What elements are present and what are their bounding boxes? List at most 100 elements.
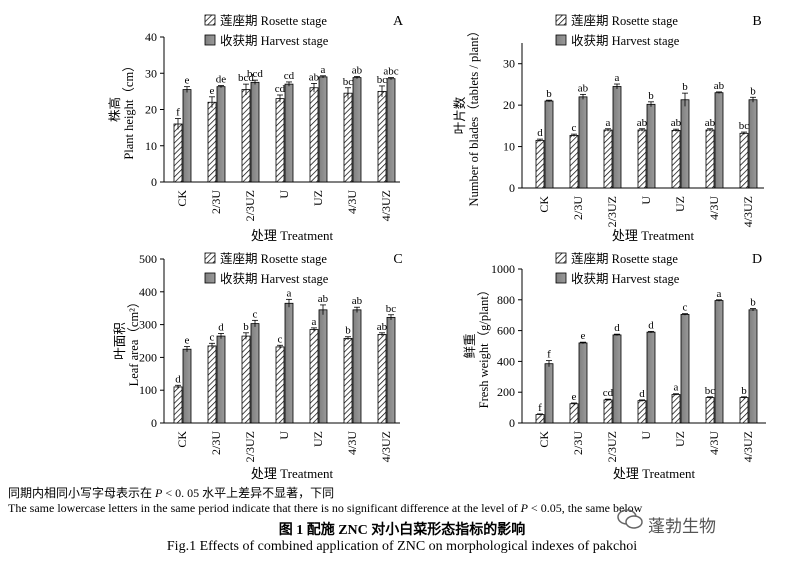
y-axis-title-en: Number of blades（tablets / plant） <box>467 25 481 207</box>
significance-letter: c <box>210 331 215 343</box>
significance-letter: ab <box>352 295 363 307</box>
y-axis-title-cn: 叶片数 <box>452 96 467 134</box>
bar-rosette <box>241 335 251 424</box>
x-tick-label: 4/3UZ <box>379 431 393 462</box>
y-tick-label: 0 <box>151 175 157 189</box>
bar-rosette <box>569 134 579 189</box>
bar-rosette <box>173 386 183 424</box>
x-tick-label: 2/3U <box>209 431 223 455</box>
significance-letter: abc <box>383 66 398 78</box>
x-tick-label: 4/3U <box>707 196 721 220</box>
bar-harvest <box>182 89 192 183</box>
y-tick-label: 0 <box>509 181 515 195</box>
legend-swatch-harvest <box>204 34 216 46</box>
x-tick-label: U <box>639 431 653 440</box>
bar-harvest <box>216 86 226 183</box>
bar-harvest <box>612 86 622 189</box>
y-tick-label: 30 <box>145 66 157 80</box>
y-axis-title-en: Fresh weight（g/plant） <box>477 284 491 409</box>
panel-label: D <box>752 252 762 267</box>
significance-letter: e <box>572 391 577 403</box>
bar-rosette <box>739 132 749 189</box>
y-axis-title-en: Leaf area（cm²） <box>127 296 141 387</box>
significance-letter: b <box>243 321 249 333</box>
watermark-text: 蓬勃生物 <box>648 517 716 537</box>
significance-letter: e <box>185 335 190 347</box>
bar-rosette <box>535 139 545 189</box>
x-tick-label: 4/3U <box>345 431 359 455</box>
significance-letter: d <box>537 127 543 139</box>
y-tick-label: 200 <box>139 350 157 364</box>
bar-rosette <box>603 399 613 424</box>
significance-letter: cd <box>284 70 295 82</box>
significance-letter: b <box>750 297 756 309</box>
significance-letter: a <box>615 72 620 84</box>
significance-letter: d <box>175 373 181 385</box>
legend-label: 收获期 Harvest stage <box>571 34 680 48</box>
bar-rosette <box>637 129 647 189</box>
significance-letter: cd <box>275 83 286 95</box>
bar-harvest <box>748 309 758 424</box>
bar-rosette <box>671 130 681 189</box>
bar-harvest <box>646 103 656 189</box>
legend-label: 收获期 Harvest stage <box>220 34 329 48</box>
legend-label: 收获期 Harvest stage <box>571 272 680 286</box>
bar-harvest <box>612 334 622 424</box>
significance-letter: bcd <box>238 72 254 84</box>
bar-rosette <box>535 414 545 424</box>
x-axis-title: 处理 Treatment <box>251 228 334 243</box>
y-tick-label: 400 <box>497 354 515 368</box>
significance-letter: b <box>648 90 654 102</box>
bar-rosette <box>275 346 285 424</box>
figure-caption-en: Fig.1 Effects of combined application of… <box>166 539 638 554</box>
significance-letter: ab <box>318 293 329 305</box>
legend-swatch-rosette <box>204 14 216 26</box>
bar-rosette <box>343 337 353 424</box>
wechat-icon <box>617 509 643 529</box>
bar-rosette <box>705 397 715 424</box>
bar-rosette <box>275 98 285 183</box>
bar-harvest <box>544 363 554 424</box>
bar-harvest <box>386 78 396 183</box>
panel-b: 0 10 20 30 CK d b 2/3U c ab 2/3UZ a a Uab b UZ ab b 4/3U ab… <box>452 13 764 243</box>
significance-letter: d <box>614 322 620 334</box>
x-tick-label: CK <box>537 431 551 448</box>
x-axis-title: 处理 Treatment <box>251 466 334 481</box>
legend-swatch-harvest <box>204 272 216 284</box>
significance-letter: bc <box>739 120 750 132</box>
significance-letter: ab <box>705 117 716 129</box>
y-tick-label: 30 <box>503 57 515 71</box>
significance-letter: f <box>538 402 542 414</box>
x-tick-label: 2/3U <box>571 431 585 455</box>
significance-letter: a <box>674 382 679 394</box>
y-tick-label: 20 <box>145 103 157 117</box>
significance-note-en: The same lowercase letters in the same p… <box>8 501 643 515</box>
significance-letter: d <box>639 388 645 400</box>
x-tick-label: U <box>277 431 291 440</box>
significance-letter: ab <box>578 82 589 94</box>
bar-harvest <box>748 99 758 189</box>
bar-rosette <box>671 394 681 424</box>
y-tick-label: 10 <box>145 139 157 153</box>
bar-harvest <box>714 300 724 424</box>
significance-letter: ab <box>377 321 388 333</box>
significance-letter: bc <box>377 74 388 86</box>
x-tick-label: 2/3UZ <box>243 431 257 462</box>
significance-letter: cd <box>603 387 614 399</box>
significance-note-cn: 同期内相同小写字母表示在 P < 0. 05 水平上差异不显著，下同 <box>8 486 335 500</box>
x-tick-label: 2/3UZ <box>605 196 619 227</box>
y-axis-title-en: Plant height（cm） <box>122 59 136 159</box>
significance-letter: ab <box>714 80 725 92</box>
significance-letter: d <box>218 321 224 333</box>
bar-harvest <box>386 316 396 424</box>
significance-letter: b <box>546 88 552 100</box>
bar-harvest <box>250 81 260 183</box>
y-axis-title-cn: 叶面积 <box>113 322 127 360</box>
y-tick-label: 200 <box>497 385 515 399</box>
significance-letter: a <box>312 316 317 328</box>
significance-letter: de <box>216 74 227 86</box>
significance-letter: ab <box>352 65 363 77</box>
bar-rosette <box>309 87 319 183</box>
bar-rosette <box>603 129 613 189</box>
x-tick-label: CK <box>175 431 189 448</box>
